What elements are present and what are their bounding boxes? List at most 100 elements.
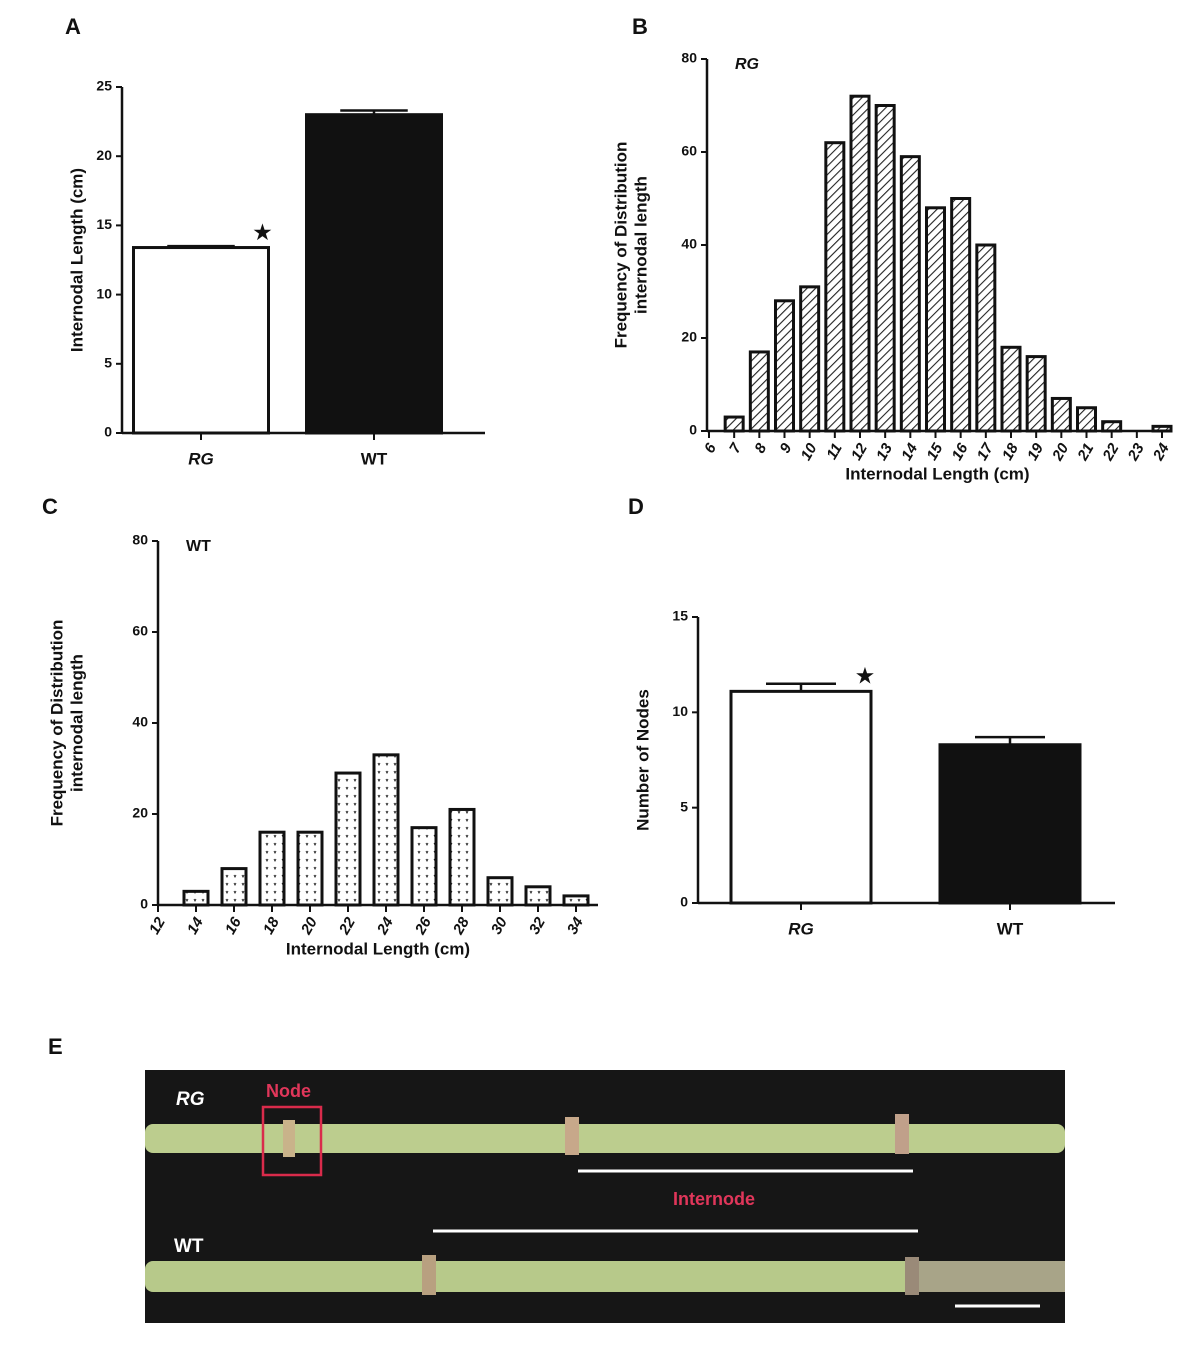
x-tick-label: 14 [898, 440, 921, 464]
y-tick-label: 0 [689, 422, 697, 438]
bar [562, 894, 590, 907]
bar [849, 94, 871, 433]
panel-label: B [632, 14, 648, 39]
annotation: RG [735, 56, 759, 73]
y-tick-label: 80 [681, 50, 697, 66]
bar [334, 771, 362, 907]
y-tick-label: 5 [680, 798, 688, 814]
photo-panel: E RG Node Internode WT [48, 1034, 1065, 1323]
x-tick-label: WT [361, 449, 388, 468]
x-tick-label: 16 [949, 440, 972, 464]
x-tick-label: 20 [1049, 440, 1073, 464]
bar [950, 197, 972, 433]
x-tick-label: 12 [146, 914, 169, 938]
y-axis-label: Internodal Length (cm) [67, 168, 86, 352]
bar [774, 299, 795, 433]
y-tick-label: 15 [672, 608, 688, 624]
annotation: ★ [254, 222, 272, 244]
annotation: ★ [856, 666, 874, 688]
bar [729, 689, 873, 905]
y-tick-label: 20 [96, 147, 112, 163]
bar [1076, 406, 1097, 433]
bar [1151, 424, 1173, 433]
x-tick-label: 12 [848, 440, 871, 464]
x-tick-label: 11 [823, 440, 846, 462]
y-axis-label: internodal length [67, 654, 86, 792]
y-tick-label: 40 [132, 714, 148, 730]
y-tick-label: 60 [132, 623, 148, 639]
y-tick-label: 20 [132, 805, 148, 821]
x-tick-label: 6 [701, 440, 720, 456]
x-tick-label: 18 [999, 440, 1022, 464]
bar [448, 807, 476, 907]
bar [723, 415, 745, 433]
bar [748, 350, 770, 433]
y-axis-label: Frequency of Distribution [611, 142, 630, 349]
x-tick-label: 30 [488, 914, 511, 938]
panel-label: A [65, 14, 81, 39]
y-tick-label: 0 [680, 894, 688, 910]
bar [824, 141, 846, 433]
stem-section [919, 1261, 1065, 1292]
x-tick-label: RG [788, 919, 814, 938]
y-tick-label: 15 [96, 216, 112, 232]
x-tick-label: 23 [1124, 440, 1148, 464]
bar [925, 206, 946, 433]
x-tick-label: 24 [1149, 440, 1173, 464]
x-tick-label: 19 [1024, 440, 1047, 464]
rg-stem [145, 1124, 1065, 1153]
x-tick-label: 10 [798, 440, 821, 464]
x-tick-label: 24 [373, 914, 397, 938]
y-tick-label: 10 [96, 285, 112, 301]
x-tick-label: 34 [564, 914, 587, 938]
bar [182, 889, 210, 907]
wt-stem [145, 1261, 1065, 1292]
x-tick-label: 26 [411, 914, 435, 938]
x-tick-label: 7 [726, 440, 745, 456]
x-tick-label: RG [188, 449, 214, 468]
bar [874, 104, 896, 433]
x-tick-label: 8 [751, 440, 770, 456]
bar [899, 155, 921, 433]
y-axis-label: Frequency of Distribution [47, 620, 66, 827]
y-tick-label: 25 [96, 78, 112, 94]
x-tick-label: 15 [923, 440, 946, 464]
node [905, 1257, 919, 1295]
bar [1025, 355, 1047, 433]
x-tick-label: 22 [335, 914, 359, 938]
panel-label: E [48, 1034, 63, 1059]
node [565, 1117, 579, 1155]
bar [938, 743, 1082, 905]
bar [258, 830, 286, 907]
y-tick-label: 80 [132, 532, 148, 548]
x-tick-label: 17 [974, 440, 997, 464]
photo-label: Internode [673, 1189, 755, 1209]
x-tick-label: 18 [260, 914, 283, 938]
y-axis-label: internodal length [631, 176, 650, 314]
y-tick-label: 0 [140, 896, 148, 912]
bar [1101, 420, 1123, 433]
x-tick-label: 20 [297, 914, 321, 938]
x-tick-label: 9 [777, 440, 796, 456]
bar [524, 885, 552, 907]
panel-label: C [42, 494, 58, 519]
y-tick-label: 20 [681, 329, 697, 345]
y-tick-label: 10 [672, 703, 688, 719]
bar [305, 113, 443, 435]
bar [799, 285, 821, 433]
node [283, 1120, 295, 1157]
bar [372, 753, 400, 907]
x-axis-label: Internodal Length (cm) [286, 939, 470, 958]
y-tick-label: 0 [104, 424, 112, 440]
y-tick-label: 40 [681, 236, 697, 252]
y-axis-label: Number of Nodes [633, 689, 652, 831]
bar [486, 876, 514, 907]
photo-label: WT [174, 1236, 204, 1257]
x-tick-label: 14 [184, 914, 207, 938]
y-tick-label: 60 [681, 143, 697, 159]
bar [296, 830, 324, 907]
panel-label: D [628, 494, 644, 519]
bar [220, 867, 248, 907]
bar [132, 246, 270, 435]
